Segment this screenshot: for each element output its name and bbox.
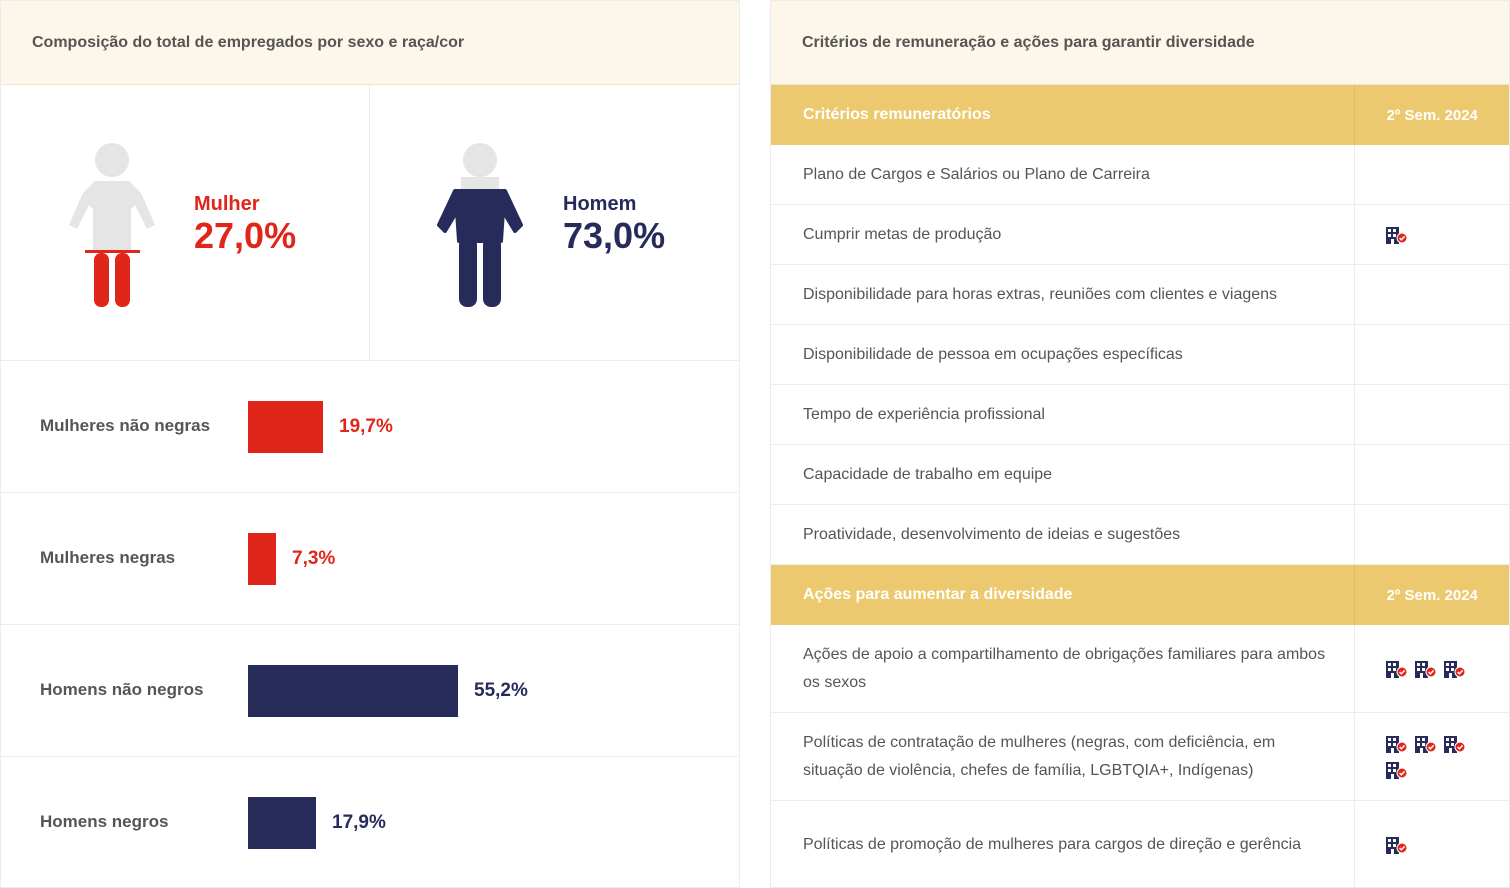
female-label: Mulher bbox=[194, 193, 260, 215]
building-check-icon bbox=[1444, 735, 1466, 753]
bar-row: Homens não negros 55,2% bbox=[1, 625, 739, 757]
building-check-icon bbox=[1444, 660, 1466, 678]
bar-label: Mulheres não negras bbox=[40, 416, 211, 435]
row-status bbox=[1355, 385, 1509, 444]
row-text: Proatividade, desenvolvimento de ideias … bbox=[771, 505, 1356, 564]
male-label: Homem bbox=[563, 193, 637, 215]
panel-title: Composição do total de empregados por se… bbox=[32, 33, 465, 51]
table-row: Proatividade, desenvolvimento de ideias … bbox=[771, 505, 1509, 565]
building-check-icon bbox=[1386, 761, 1408, 779]
bar-value: 7,3% bbox=[292, 548, 336, 569]
bar-label: Homens negros bbox=[40, 812, 169, 831]
bar-row: Mulheres negras 7,3% bbox=[1, 493, 739, 625]
table-row: Ações de apoio a compartilhamento de obr… bbox=[771, 625, 1509, 713]
table-row: Tempo de experiência profissional bbox=[771, 385, 1509, 445]
bar-row: Mulheres não negras 19,7% bbox=[1, 361, 739, 493]
row-text: Capacidade de trabalho em equipe bbox=[771, 445, 1356, 504]
table-row: Capacidade de trabalho em equipe bbox=[771, 445, 1509, 505]
bar-value: 19,7% bbox=[339, 416, 393, 437]
section-header-remuneration: Critérios remuneratórios 2º Sem. 2024 bbox=[771, 85, 1509, 145]
bar-value: 17,9% bbox=[332, 812, 386, 833]
woman-icon bbox=[69, 143, 155, 307]
row-text: Tempo de experiência profissional bbox=[771, 385, 1356, 444]
section-title: Critérios remuneratórios bbox=[771, 85, 1356, 145]
bar-row: Homens negros 17,9% bbox=[1, 757, 739, 888]
section-period: 2º Sem. 2024 bbox=[1386, 586, 1478, 604]
building-check-icon bbox=[1386, 836, 1408, 854]
table-row: Políticas de promoção de mulheres para c… bbox=[771, 801, 1509, 888]
female-summary: Mulher 27,0% bbox=[1, 85, 370, 360]
building-check-icon bbox=[1386, 660, 1408, 678]
table-row: Disponibilidade de pessoa em ocupações e… bbox=[771, 325, 1509, 385]
row-status bbox=[1355, 445, 1509, 504]
table-row: Disponibilidade para horas extras, reuni… bbox=[771, 265, 1509, 325]
panel-header: Composição do total de empregados por se… bbox=[1, 1, 739, 85]
bar-label: Mulheres negras bbox=[40, 548, 176, 567]
row-status bbox=[1355, 325, 1509, 384]
row-status bbox=[1355, 801, 1509, 888]
row-text: Cumprir metas de produção bbox=[771, 205, 1356, 264]
section-header-diversity: Ações para aumentar a diversidade 2º Sem… bbox=[771, 565, 1509, 625]
bar bbox=[248, 665, 458, 717]
building-check-icon bbox=[1415, 735, 1437, 753]
male-percentage: 73,0% bbox=[563, 215, 666, 256]
bar-value: 55,2% bbox=[474, 680, 528, 701]
man-icon bbox=[437, 143, 523, 307]
table-row: Cumprir metas de produção bbox=[771, 205, 1509, 265]
race-bars: Mulheres não negras 19,7% Mulheres negra… bbox=[1, 361, 739, 888]
row-status bbox=[1355, 265, 1509, 324]
remuneration-diversity-panel: Critérios de remuneração e ações para ga… bbox=[770, 0, 1510, 888]
row-text: Disponibilidade de pessoa em ocupações e… bbox=[771, 325, 1356, 384]
female-percentage: 27,0% bbox=[194, 215, 297, 256]
gender-summary: Mulher 27,0% Homem 73,0% bbox=[1, 85, 739, 361]
table-row: Plano de Cargos e Salários ou Plano de C… bbox=[771, 145, 1509, 205]
male-summary: Homem 73,0% bbox=[370, 85, 739, 360]
row-text: Ações de apoio a compartilhamento de obr… bbox=[771, 625, 1356, 712]
row-status bbox=[1355, 145, 1509, 204]
bar bbox=[248, 797, 316, 849]
row-status bbox=[1355, 505, 1509, 564]
row-status bbox=[1355, 713, 1509, 800]
row-text: Plano de Cargos e Salários ou Plano de C… bbox=[771, 145, 1356, 204]
section-period: 2º Sem. 2024 bbox=[1386, 106, 1478, 124]
table-row: Políticas de contratação de mulheres (ne… bbox=[771, 713, 1509, 801]
row-text: Políticas de contratação de mulheres (ne… bbox=[771, 713, 1356, 800]
bar bbox=[248, 401, 323, 453]
section-title: Ações para aumentar a diversidade bbox=[771, 565, 1356, 625]
building-check-icon bbox=[1386, 226, 1408, 244]
row-status bbox=[1355, 625, 1509, 712]
panel-header: Critérios de remuneração e ações para ga… bbox=[771, 1, 1509, 85]
bar-label: Homens não negros bbox=[40, 680, 204, 699]
row-text: Disponibilidade para horas extras, reuni… bbox=[771, 265, 1356, 324]
row-text: Políticas de promoção de mulheres para c… bbox=[771, 801, 1356, 888]
employee-composition-panel: Composição do total de empregados por se… bbox=[0, 0, 740, 888]
panel-title: Critérios de remuneração e ações para ga… bbox=[802, 33, 1255, 51]
bar bbox=[248, 533, 276, 585]
building-check-icon bbox=[1415, 660, 1437, 678]
building-check-icon bbox=[1386, 735, 1408, 753]
row-status bbox=[1355, 205, 1509, 264]
